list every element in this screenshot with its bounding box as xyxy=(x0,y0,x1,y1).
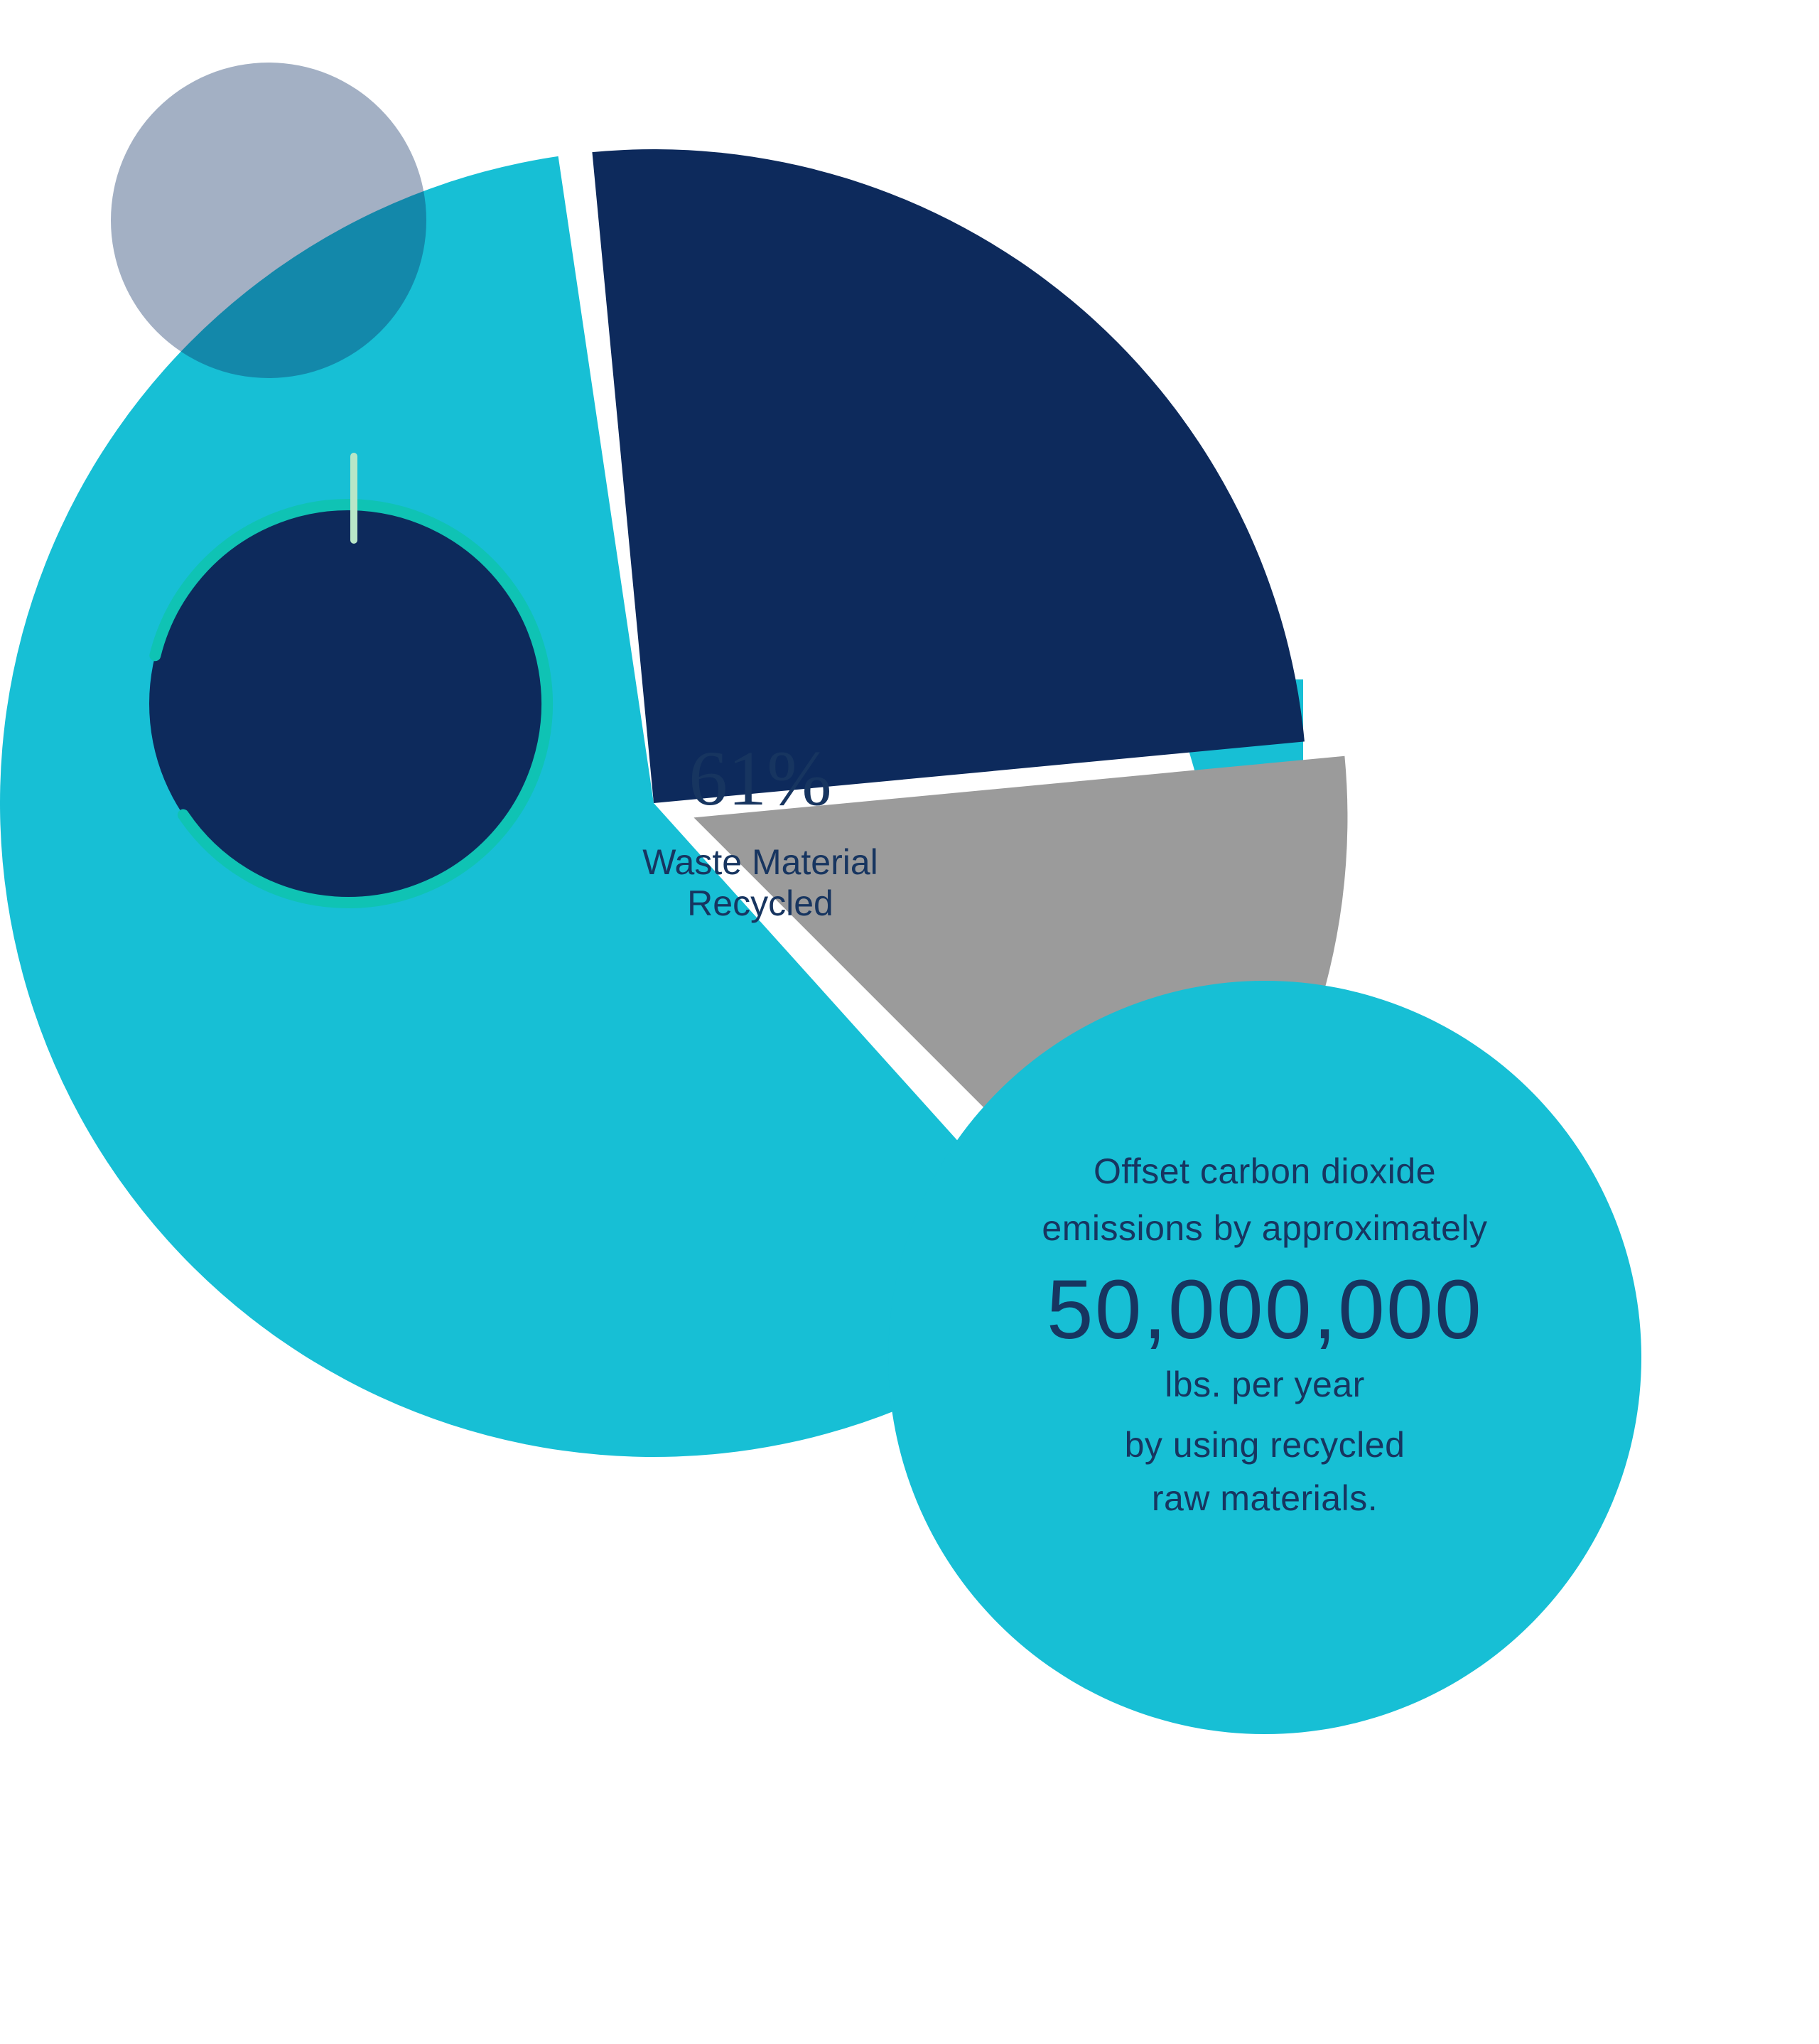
callout-line-2: 50,000,000 xyxy=(803,1262,1727,1359)
overlay-dark-circle xyxy=(111,63,426,378)
pie-center-percent: 61% xyxy=(547,733,973,824)
callout-line-5: raw materials. xyxy=(803,1478,1727,1519)
pie-slice-landfill xyxy=(592,149,1304,803)
pie-center-sublabel: Waste Material Recycled xyxy=(547,842,973,924)
callout-line-1: emissions by approximately xyxy=(803,1208,1727,1249)
infographic-canvas: 61% Waste Material Recycled Offset carbo… xyxy=(0,0,1819,2044)
callout-line-3: lbs. per year xyxy=(803,1365,1727,1406)
callout-line-4: by using recycled xyxy=(803,1425,1727,1466)
chart-svg xyxy=(0,0,1819,2044)
callout-line-0: Offset carbon dioxide xyxy=(803,1151,1727,1193)
